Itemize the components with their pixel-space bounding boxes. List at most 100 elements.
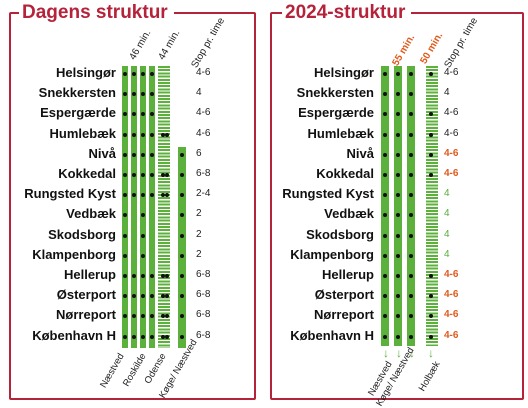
stop-dot — [409, 213, 413, 218]
stop-count: 4-6 — [196, 127, 211, 139]
stop-dot — [429, 294, 433, 299]
stop-count: 4-6 — [196, 107, 211, 119]
station-label: Rungsted Kyst — [24, 186, 116, 202]
stop-count: 4 — [444, 248, 450, 260]
stop-dot — [150, 92, 154, 97]
stop-dot — [409, 173, 413, 177]
stop-dot — [409, 72, 413, 76]
stop-dot — [123, 92, 127, 97]
stop-dot — [150, 132, 154, 137]
stop-dot — [141, 253, 145, 258]
stop-dot — [165, 294, 169, 299]
stop-dot — [383, 72, 387, 76]
stop-dot — [396, 112, 400, 117]
stop-count: 4-6 — [444, 168, 459, 179]
stop-dot — [150, 274, 154, 278]
station-label: Kokkedal — [58, 166, 116, 181]
stop-dot — [165, 274, 169, 278]
stop-count: 6 — [196, 147, 202, 159]
stop-dot — [409, 233, 413, 238]
stop-count: 4-6 — [444, 147, 459, 159]
stop-count: 4-6 — [444, 289, 459, 301]
left-panel-title: Dagens struktur — [19, 3, 174, 23]
station-label: Helsingør — [314, 65, 374, 80]
stop-dot — [150, 334, 154, 339]
stop-dot — [396, 92, 400, 97]
stop-dot — [161, 294, 165, 299]
station-label: Nørreport — [314, 307, 374, 323]
stop-dot — [180, 294, 184, 299]
stop-dot — [141, 274, 145, 278]
stop-count: 4-6 — [444, 127, 459, 139]
stop-dot — [165, 132, 169, 137]
down-arrow-icon: ↓ — [396, 345, 402, 360]
stop-dot — [150, 72, 154, 76]
station-label: Nivå — [346, 145, 374, 161]
route-line — [407, 66, 415, 346]
stop-dot — [161, 193, 165, 198]
station-label: Snekkersten — [296, 85, 374, 101]
stop-dot — [396, 314, 400, 319]
stop-dot — [409, 294, 413, 299]
stop-dot — [409, 132, 413, 137]
station-label: Vedbæk — [66, 206, 116, 222]
station-label: Østerport — [56, 287, 116, 303]
stop-dot — [165, 173, 169, 177]
stop-dot — [383, 152, 387, 157]
stop-dot — [123, 274, 127, 278]
stop-dot — [409, 152, 413, 157]
stop-dot — [383, 213, 387, 218]
stop-count: 6-8 — [196, 329, 211, 341]
stop-dot — [141, 72, 145, 76]
stop-count: 6-8 — [196, 309, 211, 321]
stop-dot — [429, 173, 433, 177]
stop-dot — [396, 193, 400, 198]
stop-dot — [429, 274, 433, 278]
stop-count: 2 — [196, 208, 202, 220]
station-label: København H — [32, 327, 116, 343]
stop-dot — [123, 294, 127, 299]
station-label: København H — [290, 327, 374, 343]
stop-dot — [396, 213, 400, 218]
stop-dot — [180, 334, 184, 339]
stop-dot — [123, 132, 127, 137]
stop-count: 4-6 — [444, 309, 459, 321]
stop-dot — [132, 92, 136, 97]
stop-dot — [165, 314, 169, 319]
stop-dot — [141, 314, 145, 319]
stop-dot — [141, 152, 145, 157]
stop-count: 4-6 — [444, 269, 459, 280]
stop-dot — [141, 132, 145, 137]
station-label: Espergærde — [298, 105, 374, 121]
stop-dot — [141, 213, 145, 218]
stop-dot — [396, 233, 400, 238]
stop-dot — [383, 274, 387, 278]
fast-route-line — [426, 66, 438, 346]
right-panel-title: 2024-struktur — [282, 3, 412, 23]
stop-dot — [383, 112, 387, 117]
stop-dot — [141, 112, 145, 117]
stop-dot — [383, 233, 387, 238]
stop-dot — [429, 132, 433, 137]
stop-dot — [383, 314, 387, 319]
stop-dot — [383, 253, 387, 258]
stop-dot — [161, 334, 165, 339]
stop-dot — [161, 173, 165, 177]
stop-dot — [132, 173, 136, 177]
stop-dot — [396, 253, 400, 258]
stop-dot — [180, 253, 184, 258]
stop-dot — [123, 152, 127, 157]
route-line — [394, 66, 402, 346]
stop-dot — [429, 314, 433, 319]
station-label: Humlebæk — [307, 125, 374, 141]
stop-dot — [429, 334, 433, 339]
stop-count: 4-6 — [196, 67, 211, 78]
stop-dot — [396, 152, 400, 157]
stop-dot — [409, 274, 413, 278]
station-label: Snekkersten — [38, 85, 116, 101]
stop-count: 6-8 — [196, 168, 211, 179]
stop-dot — [180, 193, 184, 198]
stop-count: 6-8 — [196, 289, 211, 301]
stop-dot — [123, 233, 127, 238]
stop-dot — [396, 294, 400, 299]
